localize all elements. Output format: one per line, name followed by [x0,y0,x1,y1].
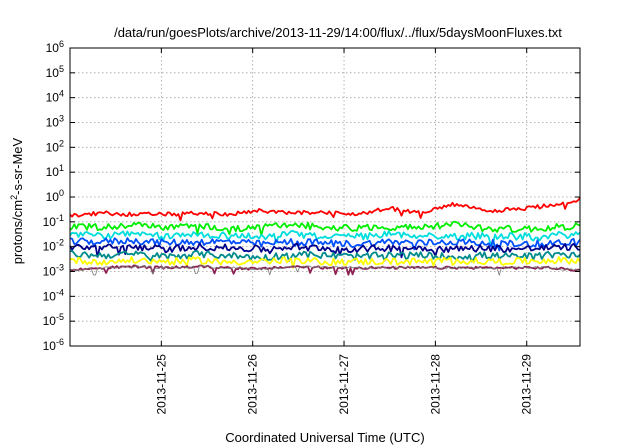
y-axis-title-sup: 2 [9,195,19,200]
y-axis: 10-610-510-410-310-210-11001011021031041… [43,39,580,353]
y-tick-label-exponent: -6 [56,337,64,347]
y-tick-label: 100 [46,188,64,204]
y-tick-label-base: 10 [46,116,60,130]
y-axis-title-pre: protons/cm [10,200,25,264]
x-tick-label: 2013-11-29 [520,354,534,415]
y-tick-label-exponent: 5 [59,64,64,74]
y-tick-label-base: 10 [46,41,60,55]
x-axis: 2013-11-25 2013-11-26 2013-11-27 2013-11-28… [154,48,534,415]
y-tick-label-exponent: 6 [59,39,64,49]
y-tick-label-base: 10 [46,91,60,105]
series-line [69,220,581,237]
y-tick-label-base: 10 [43,265,57,279]
y-tick-label: 10-2 [43,238,64,254]
y-tick-label-exponent: -5 [56,312,64,322]
y-tick-label-base: 10 [43,314,57,328]
y-tick-label: 10-5 [43,312,64,328]
y-tick-label: 103 [46,114,64,130]
y-tick-label-base: 10 [46,190,60,204]
series-line [69,237,581,252]
y-tick-label-base: 10 [46,66,60,80]
y-tick-label: 105 [46,64,64,80]
y-tick-label-base: 10 [46,140,60,154]
y-tick-label: 102 [46,138,64,154]
series-line [69,250,581,263]
x-tick-label: 2013-11-27 [337,354,351,415]
series-line [69,242,581,259]
y-tick-label-exponent: 4 [59,89,64,99]
series-line [69,255,581,269]
y-tick-label-base: 10 [43,289,57,303]
y-axis-title: protons/cm2-s-sr-MeV [9,137,25,264]
series-line [69,197,581,222]
y-tick-label-exponent: -3 [56,263,64,273]
y-tick-label: 10-1 [43,213,64,229]
grid [70,48,580,346]
y-tick-label: 106 [46,39,64,55]
series-line [69,265,581,276]
x-tick-label: 2013-11-25 [154,354,168,415]
y-tick-label: 10-4 [43,287,64,303]
y-tick-label: 104 [46,89,64,105]
y-tick-label-base: 10 [43,339,57,353]
y-tick-label-exponent: 3 [59,114,64,124]
y-tick-label: 10-6 [43,337,64,353]
y-tick-label-base: 10 [43,215,57,229]
y-tick-label-exponent: -2 [56,238,64,248]
y-tick-label: 10-3 [43,263,64,279]
y-tick-label-exponent: -4 [56,287,64,297]
y-tick-label-exponent: 0 [59,188,64,198]
y-tick-label-base: 10 [43,240,57,254]
series-layer [69,197,581,276]
y-axis-title-post: -s-sr-MeV [10,137,25,194]
x-axis-title: Coordinated Universal Time (UTC) [225,430,424,445]
y-tick-label-exponent: -1 [56,213,64,223]
y-tick-label-exponent: 2 [59,138,64,148]
x-tick-label: 2013-11-28 [428,354,442,415]
y-tick-label: 101 [46,163,64,179]
series-line [69,230,581,246]
y-tick-label-base: 10 [46,165,60,179]
x-tick-label: 2013-11-26 [246,354,260,415]
chart-title: /data/run/goesPlots/archive/2013-11-29/1… [114,25,562,40]
y-tick-label-exponent: 1 [59,163,64,173]
